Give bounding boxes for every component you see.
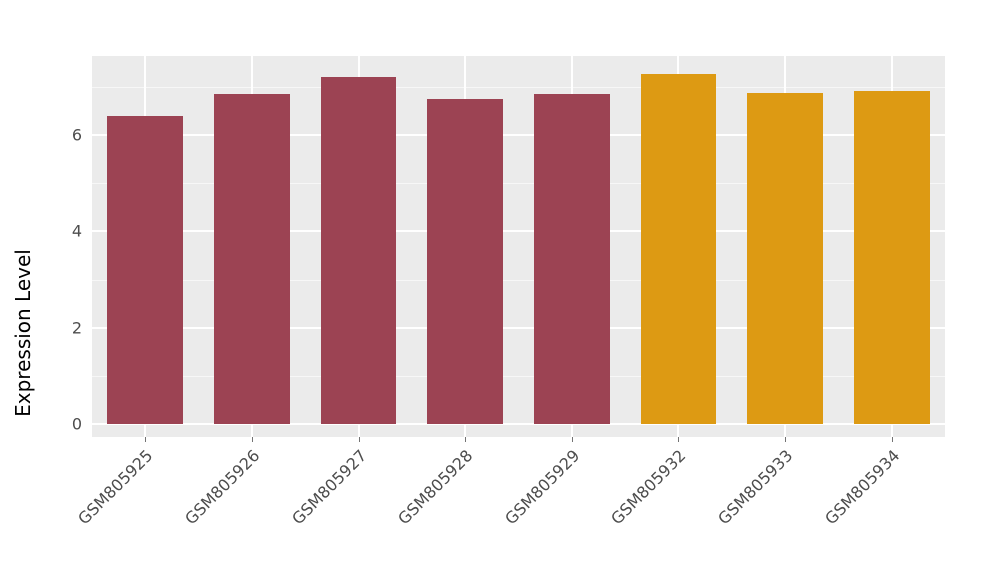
x-tick-label: GSM805927 — [287, 446, 370, 529]
y-tick-label: 2 — [71, 318, 82, 338]
gridline-minor-horizontal — [92, 279, 945, 281]
plot-panel — [92, 56, 945, 437]
x-tick-mark — [785, 437, 787, 442]
y-tick-label: 4 — [71, 221, 82, 241]
y-tick-label: 6 — [71, 125, 82, 145]
x-tick-label: GSM805932 — [607, 446, 690, 529]
bar[interactable] — [214, 94, 290, 424]
gridline-major-horizontal — [92, 326, 945, 329]
bar[interactable] — [533, 94, 610, 424]
bar[interactable] — [640, 74, 717, 424]
bar[interactable] — [853, 91, 930, 424]
x-tick-mark — [251, 437, 253, 442]
x-tick-label: GSM805929 — [500, 446, 584, 529]
x-tick-mark — [358, 437, 360, 442]
gridline-major-horizontal — [92, 134, 945, 136]
x-tick-mark — [465, 437, 467, 442]
gridline-major-horizontal — [92, 423, 945, 425]
x-tick-mark — [891, 437, 893, 442]
y-axis-tick-labels: 0 2 4 6 — [50, 0, 139, 580]
x-tick-label: GSM805928 — [394, 446, 477, 529]
y-axis-title: Expression Level — [0, 0, 46, 580]
gridline-minor-horizontal — [92, 183, 945, 185]
gridline-minor-horizontal — [92, 86, 945, 88]
y-tick-label: 0 — [71, 414, 82, 434]
x-tick-mark — [145, 437, 147, 442]
x-tick-label: GSM805925 — [74, 446, 157, 529]
bar[interactable] — [747, 93, 823, 424]
y-axis-title-label: Expression Level — [11, 249, 35, 417]
gridline-major-horizontal — [92, 230, 945, 233]
x-tick-label: GSM805926 — [181, 446, 264, 529]
gridline-minor-horizontal — [92, 375, 945, 377]
x-tick-label: GSM805934 — [820, 446, 904, 529]
x-tick-mark — [678, 437, 680, 442]
bar[interactable] — [320, 77, 397, 424]
bar[interactable] — [107, 115, 184, 424]
x-tick-label: GSM805933 — [714, 446, 797, 529]
bar[interactable] — [427, 99, 504, 424]
x-tick-mark — [571, 437, 573, 442]
